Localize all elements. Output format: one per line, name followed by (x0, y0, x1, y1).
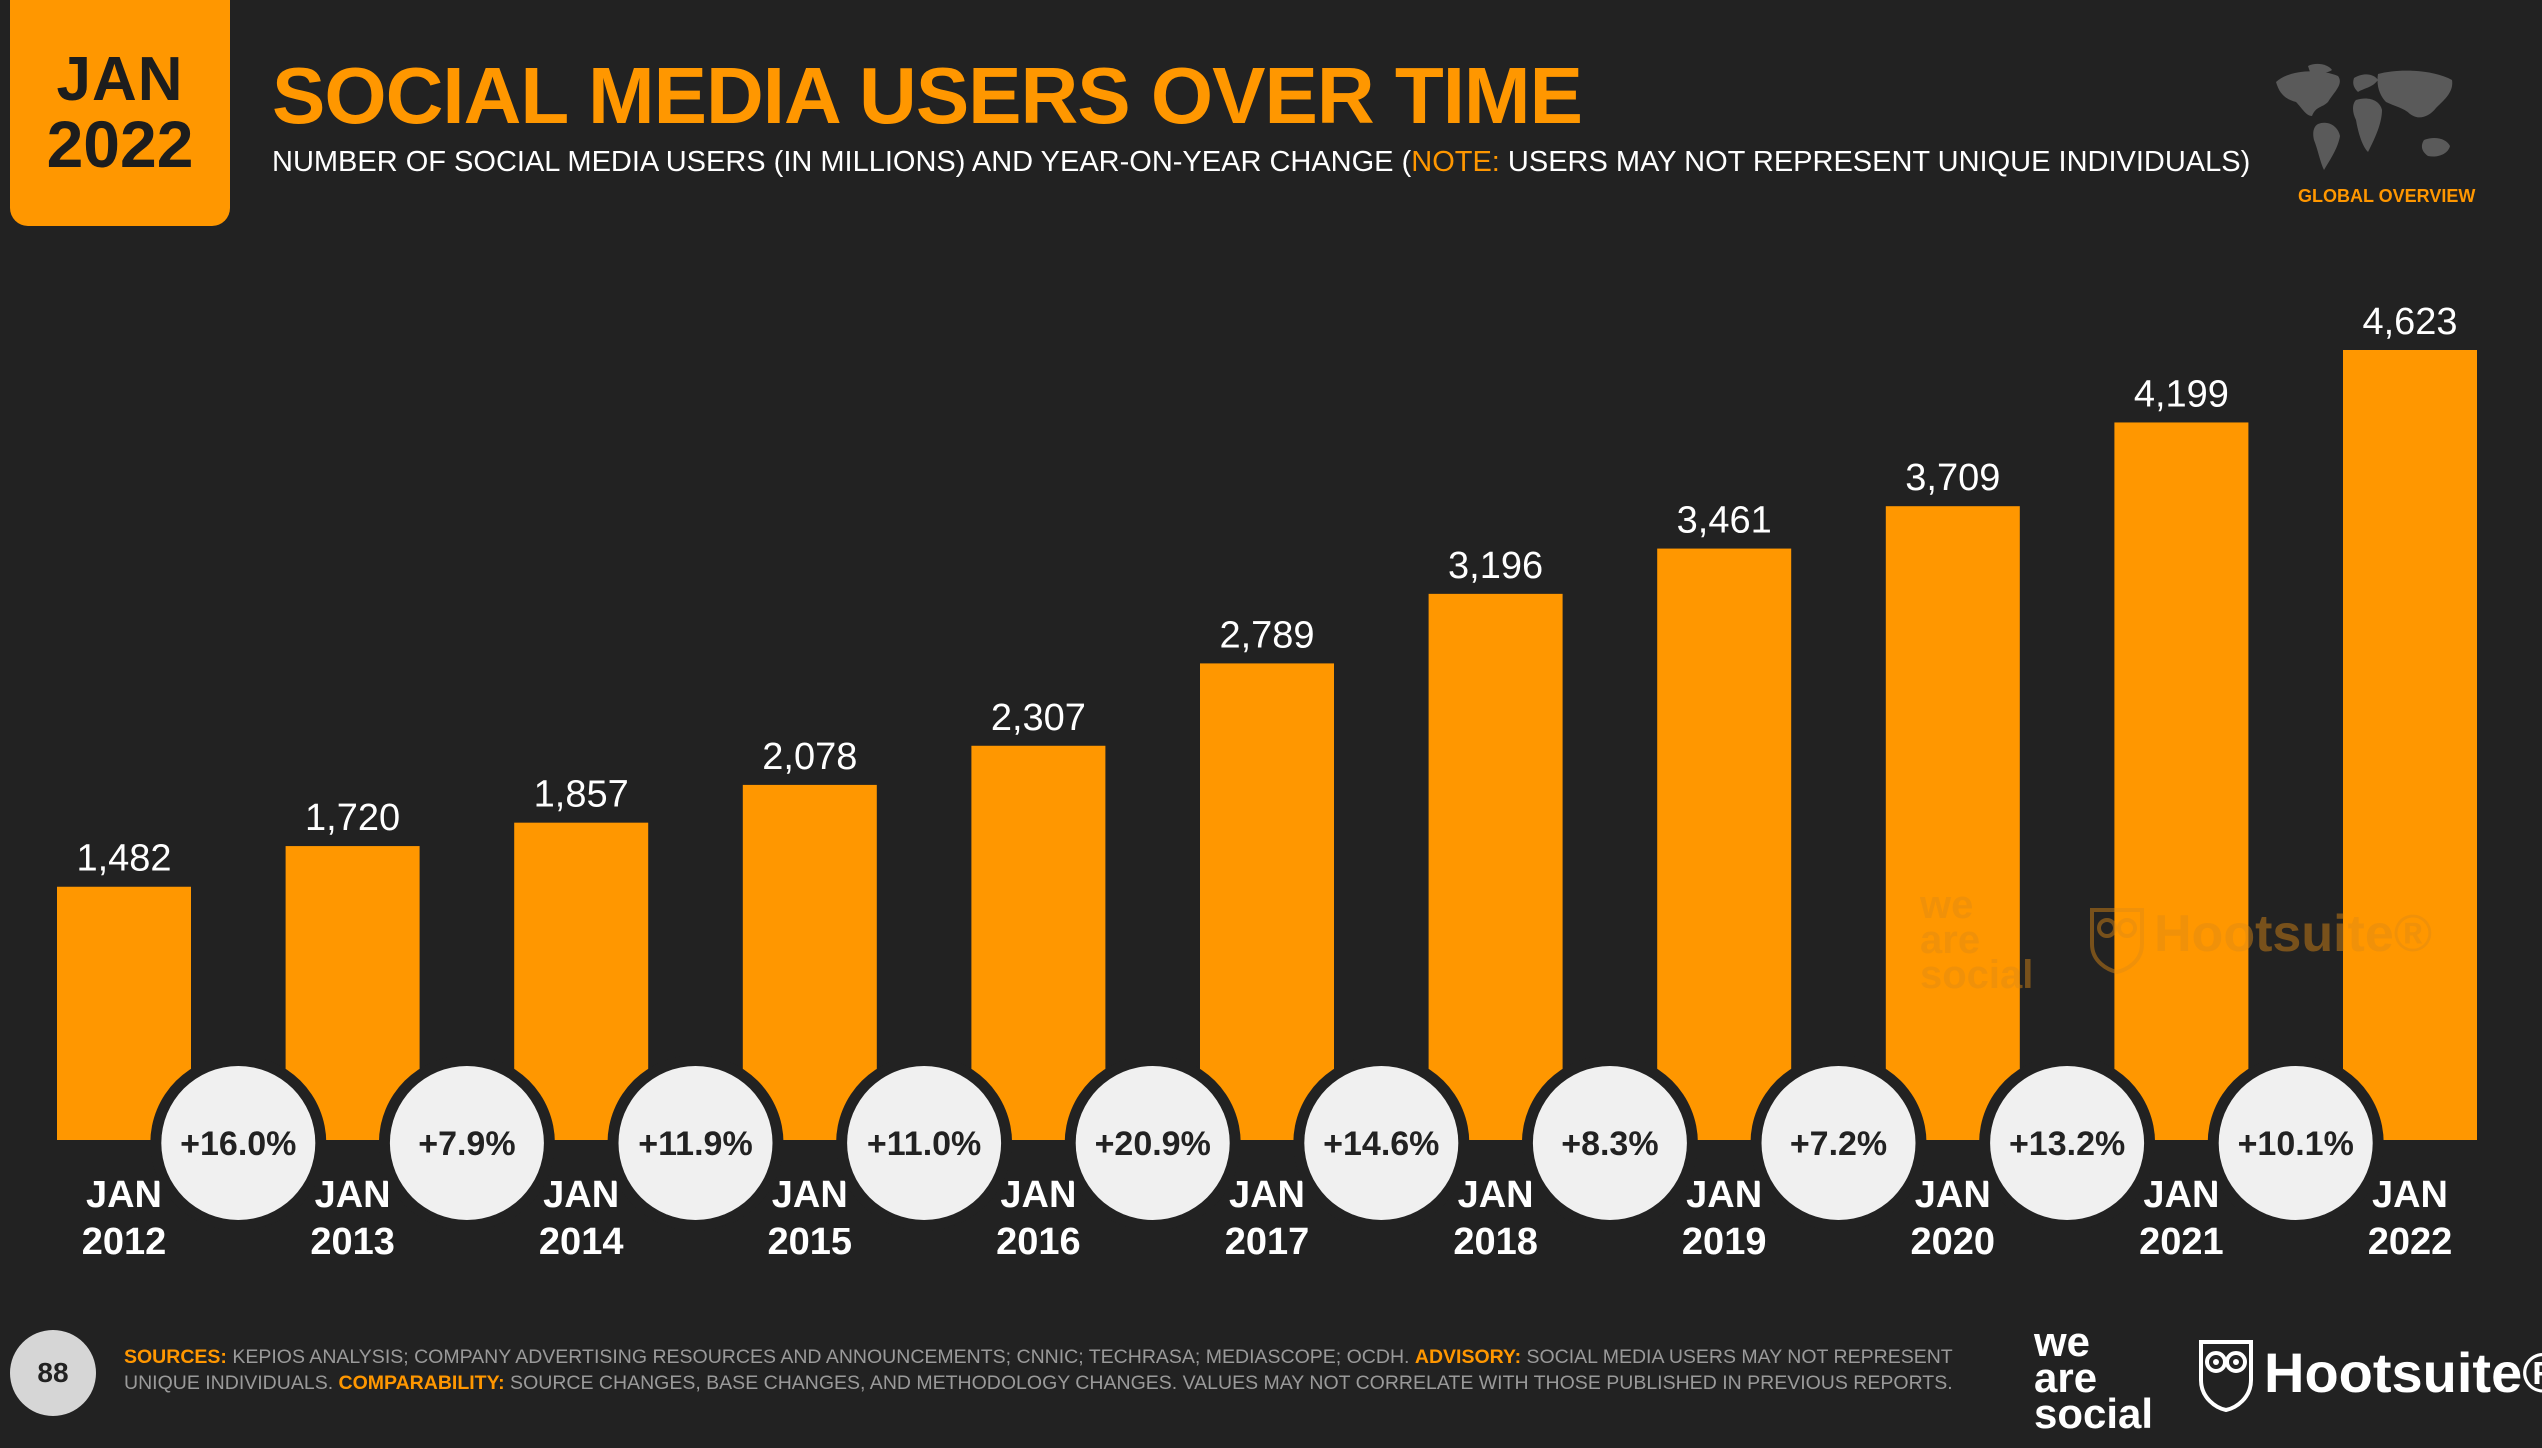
x-tick-label-year: 2015 (768, 1221, 853, 1263)
yoy-bubble (1075, 1066, 1230, 1220)
bar-value-label: 3,461 (1677, 500, 1772, 542)
watermark-we: we (1920, 883, 1974, 927)
x-tick-label-month: JAN (1915, 1174, 1991, 1216)
watermark-social: social (1920, 953, 2034, 998)
hootsuite-logo-text: Hootsuite® (2264, 1341, 2542, 1404)
yoy-bubble (161, 1066, 316, 1220)
bar-value-label: 3,196 (1448, 545, 1543, 587)
yoy-bubble (1304, 1066, 1459, 1220)
yoy-change-label: +10.1% (2238, 1125, 2354, 1163)
bar-value-label: 1,720 (305, 797, 400, 839)
yoy-bubble (1532, 1066, 1687, 1220)
logo-are: are (2034, 1354, 2098, 1402)
bar-2018 (1428, 593, 1563, 1140)
x-tick-label-year: 2020 (1911, 1221, 1996, 1263)
sources-text: KEPIOS ANALYSIS; COMPANY ADVERTISING RES… (226, 1346, 1415, 1368)
yoy-change-label: +14.6% (1323, 1125, 1439, 1163)
comparability-text: SOURCE CHANGES, BASE CHANGES, AND METHOD… (504, 1372, 1953, 1395)
bar-value-label: 2,078 (762, 736, 857, 778)
watermark-owl-icon (2090, 908, 2144, 974)
x-tick-label-month: JAN (1229, 1174, 1305, 1216)
bar-value-label: 2,307 (991, 697, 1086, 739)
x-tick-label-month: JAN (2143, 1174, 2219, 1216)
x-tick-label-year: 2016 (996, 1221, 1081, 1263)
x-tick-label-month: JAN (1000, 1174, 1076, 1216)
yoy-bubble (1761, 1066, 1916, 1220)
watermark-we-are-social: we are social (1920, 883, 2034, 998)
yoy-bubble (847, 1066, 1002, 1220)
x-tick-label-year: 2017 (1225, 1221, 1310, 1263)
subtitle-main: NUMBER OF SOCIAL MEDIA USERS (IN MILLION… (272, 146, 1412, 178)
watermark-are: are (1920, 918, 1981, 963)
x-tick-label-month: JAN (1458, 1174, 1534, 1216)
yoy-change-label: +13.2% (2009, 1125, 2125, 1163)
bar-value-label: 4,199 (2134, 373, 2229, 415)
bar-value-label: 1,857 (534, 774, 629, 816)
advisory-text: SOCIAL MEDIA USERS MAY NOT REPRESENT UNI… (124, 1346, 1953, 1395)
subtitle-note-text: USERS MAY NOT REPRESENT UNIQUE INDIVIDUA… (1499, 146, 2251, 178)
x-tick-label-year: 2012 (82, 1221, 167, 1263)
advisory-label: ADVISORY: (1414, 1346, 1522, 1368)
x-tick-label-month: JAN (86, 1174, 162, 1216)
page-number: 88 (10, 1330, 96, 1416)
region-label: GLOBAL OVERVIEW (2298, 186, 2476, 206)
x-tick-label-year: 2018 (1453, 1221, 1538, 1263)
yoy-change-label: +20.9% (1095, 1125, 1211, 1163)
comparability-label: COMPARABILITY: (338, 1372, 505, 1395)
bar-value-label: 2,789 (1219, 614, 1314, 656)
badge-month: JAN (56, 44, 184, 114)
sources-label: SOURCES: (124, 1346, 227, 1368)
date-badge: JAN 2022 (10, 0, 230, 226)
watermark-hootsuite-text: Hootsuite® (2154, 905, 2433, 963)
yoy-change-label: +8.3% (1561, 1125, 1658, 1163)
yoy-bubble (1990, 1066, 2145, 1220)
bar-2014 (514, 822, 649, 1140)
bar-value-label: 4,623 (2362, 301, 2457, 343)
bar-2019 (1657, 548, 1792, 1140)
yoy-change-label: +11.0% (867, 1125, 981, 1163)
yoy-change-label: +7.9% (418, 1125, 515, 1163)
x-tick-label-year: 2022 (2368, 1221, 2453, 1263)
logo-social: social (2034, 1390, 2154, 1438)
page-title: SOCIAL MEDIA USERS OVER TIME (272, 51, 1583, 140)
we-are-social-logo: we are social (2034, 1318, 2154, 1438)
hootsuite-owl-icon (2199, 1340, 2253, 1412)
yoy-change-label: +11.9% (638, 1125, 752, 1163)
x-tick-label-month: JAN (2372, 1174, 2448, 1216)
world-map-icon (2276, 63, 2453, 170)
bar-value-label: 1,482 (76, 838, 171, 880)
bar-2016 (971, 745, 1106, 1140)
bar-2017 (1200, 663, 1334, 1140)
watermark-hootsuite: Hootsuite® (2090, 904, 2433, 974)
badge-year: 2022 (46, 106, 194, 181)
yoy-bubble (618, 1066, 773, 1220)
logo-we: we (2034, 1318, 2091, 1365)
sources-note: SOURCES: KEPIOS ANALYSIS; COMPANY ADVERT… (124, 1344, 1964, 1397)
bar-value-label: 3,709 (1905, 457, 2000, 499)
x-tick-label-month: JAN (315, 1174, 391, 1216)
yoy-bubble (2218, 1066, 2373, 1220)
x-tick-label-year: 2014 (539, 1221, 624, 1263)
bar-2021 (2114, 422, 2249, 1141)
yoy-change-label: +7.2% (1790, 1125, 1887, 1163)
x-tick-label-year: 2013 (310, 1221, 395, 1263)
subtitle-note-label: NOTE: (1411, 146, 1500, 178)
page-subtitle: NUMBER OF SOCIAL MEDIA USERS (IN MILLION… (272, 146, 2250, 179)
x-tick-label-year: 2019 (1682, 1221, 1767, 1263)
x-tick-label-month: JAN (772, 1174, 848, 1216)
yoy-bubble (389, 1066, 544, 1220)
bar-2015 (742, 784, 877, 1140)
x-tick-label-year: 2021 (2139, 1221, 2224, 1263)
x-tick-label-month: JAN (543, 1174, 619, 1216)
bar-2020 (1885, 506, 2020, 1141)
bar-2022 (2343, 350, 2477, 1140)
x-tick-label-month: JAN (1686, 1174, 1762, 1216)
yoy-change-label: +16.0% (180, 1125, 296, 1163)
